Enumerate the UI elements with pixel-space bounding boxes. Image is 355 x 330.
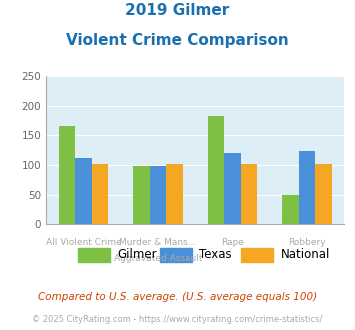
- Text: Texas: Texas: [199, 248, 231, 261]
- Bar: [283, 195, 299, 224]
- Text: Aggravated Assault: Aggravated Assault: [114, 254, 202, 263]
- Text: Violent Crime Comparison: Violent Crime Comparison: [66, 33, 289, 48]
- Bar: [299, 151, 315, 224]
- Bar: [208, 116, 224, 224]
- Text: Gilmer: Gilmer: [117, 248, 157, 261]
- Bar: [59, 126, 75, 224]
- Bar: [150, 166, 166, 224]
- Text: National: National: [280, 248, 330, 261]
- Text: Rape: Rape: [221, 238, 244, 247]
- Bar: [224, 152, 241, 224]
- Bar: [315, 164, 332, 224]
- Bar: [166, 164, 182, 224]
- Text: Compared to U.S. average. (U.S. average equals 100): Compared to U.S. average. (U.S. average …: [38, 292, 317, 302]
- Bar: [75, 158, 92, 224]
- Text: © 2025 CityRating.com - https://www.cityrating.com/crime-statistics/: © 2025 CityRating.com - https://www.city…: [32, 315, 323, 324]
- Text: Murder & Mans...: Murder & Mans...: [119, 238, 197, 247]
- Bar: [92, 164, 108, 224]
- Bar: [133, 166, 150, 224]
- Text: All Violent Crime: All Violent Crime: [45, 238, 121, 247]
- Text: Robbery: Robbery: [288, 238, 326, 247]
- Bar: [241, 164, 257, 224]
- Text: 2019 Gilmer: 2019 Gilmer: [125, 3, 230, 18]
